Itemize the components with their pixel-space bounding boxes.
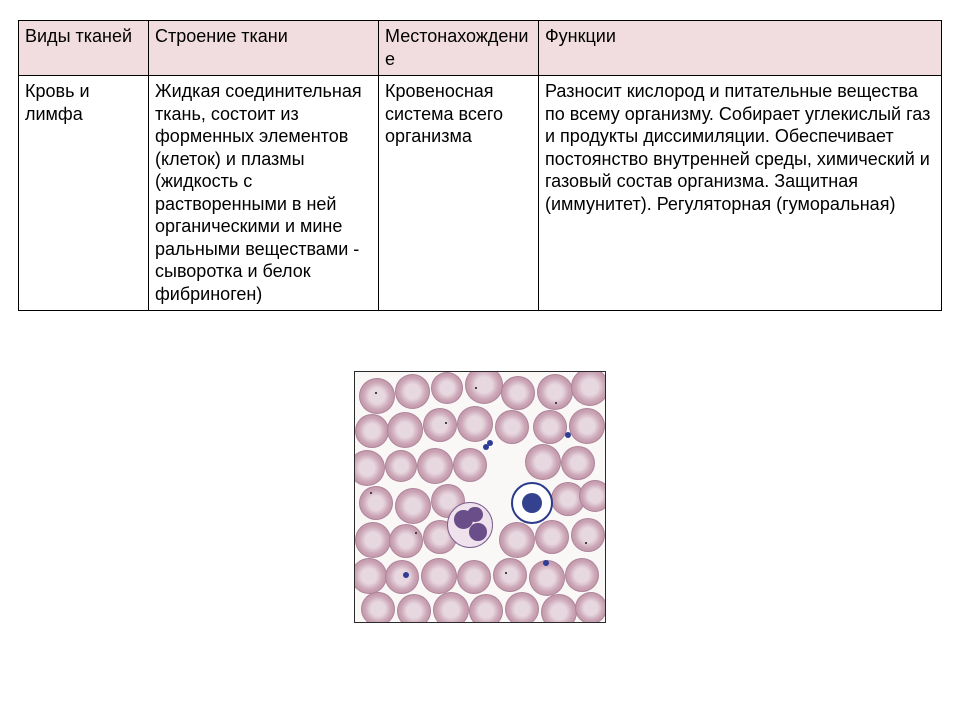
red-blood-cell xyxy=(561,446,595,480)
speck xyxy=(445,422,447,424)
speck xyxy=(555,402,557,404)
red-blood-cell xyxy=(354,450,385,486)
red-blood-cell xyxy=(431,372,463,404)
tissue-table: Виды тканей Строение ткани Местонахожден… xyxy=(18,20,942,311)
speck xyxy=(370,492,372,494)
red-blood-cell xyxy=(389,524,423,558)
red-blood-cell xyxy=(569,408,605,444)
red-blood-cell xyxy=(361,592,395,623)
red-blood-cell xyxy=(359,378,395,414)
red-blood-cell xyxy=(465,371,503,404)
cell-structure: Жидкая соединительная ткань, состоит из … xyxy=(149,76,379,311)
red-blood-cell xyxy=(457,406,493,442)
red-blood-cell xyxy=(355,414,389,448)
red-blood-cell xyxy=(579,480,606,512)
red-blood-cell xyxy=(575,592,606,623)
cell-location: Кровеносная система всего организма xyxy=(379,76,539,311)
red-blood-cell xyxy=(387,412,423,448)
platelet xyxy=(487,440,493,446)
red-blood-cell xyxy=(469,594,503,623)
red-blood-cell xyxy=(385,560,419,594)
red-blood-cell xyxy=(355,522,391,558)
red-blood-cell xyxy=(571,518,605,552)
red-blood-cell xyxy=(417,448,453,484)
red-blood-cell xyxy=(395,374,430,409)
col-header-type: Виды тканей xyxy=(19,21,149,76)
table-row: Кровь и лимфа Жидкая соединительная ткан… xyxy=(19,76,942,311)
red-blood-cell xyxy=(423,408,457,442)
red-blood-cell xyxy=(359,486,393,520)
platelet xyxy=(565,432,571,438)
speck xyxy=(475,387,477,389)
table-header-row: Виды тканей Строение ткани Местонахожден… xyxy=(19,21,942,76)
red-blood-cell xyxy=(525,444,561,480)
col-header-function: Функции xyxy=(539,21,942,76)
red-blood-cell xyxy=(499,522,535,558)
speck xyxy=(505,572,507,574)
red-blood-cell xyxy=(385,450,417,482)
red-blood-cell xyxy=(397,594,431,623)
cell-function: Разносит кислород и питательные вещества… xyxy=(539,76,942,311)
blood-smear-image xyxy=(354,371,606,623)
red-blood-cell xyxy=(541,594,577,623)
red-blood-cell xyxy=(395,488,431,524)
red-blood-cell xyxy=(453,448,487,482)
cell-type: Кровь и лимфа xyxy=(19,76,149,311)
col-header-location: Местонахождение xyxy=(379,21,539,76)
col-header-structure: Строение ткани xyxy=(149,21,379,76)
white-blood-cell xyxy=(511,482,553,524)
speck xyxy=(375,392,377,394)
red-blood-cell xyxy=(501,376,535,410)
red-blood-cell xyxy=(354,558,387,594)
red-blood-cell xyxy=(565,558,599,592)
red-blood-cell xyxy=(537,374,573,410)
red-blood-cell xyxy=(457,560,491,594)
granulocyte-cell xyxy=(447,502,493,548)
red-blood-cell xyxy=(495,410,529,444)
red-blood-cell xyxy=(433,592,469,623)
speck xyxy=(415,532,417,534)
red-blood-cell xyxy=(421,558,457,594)
red-blood-cell xyxy=(505,592,539,623)
platelet xyxy=(543,560,549,566)
speck xyxy=(585,542,587,544)
red-blood-cell xyxy=(533,410,567,444)
red-blood-cell xyxy=(535,520,569,554)
red-blood-cell xyxy=(571,371,606,406)
red-blood-cell xyxy=(493,558,527,592)
platelet xyxy=(403,572,409,578)
